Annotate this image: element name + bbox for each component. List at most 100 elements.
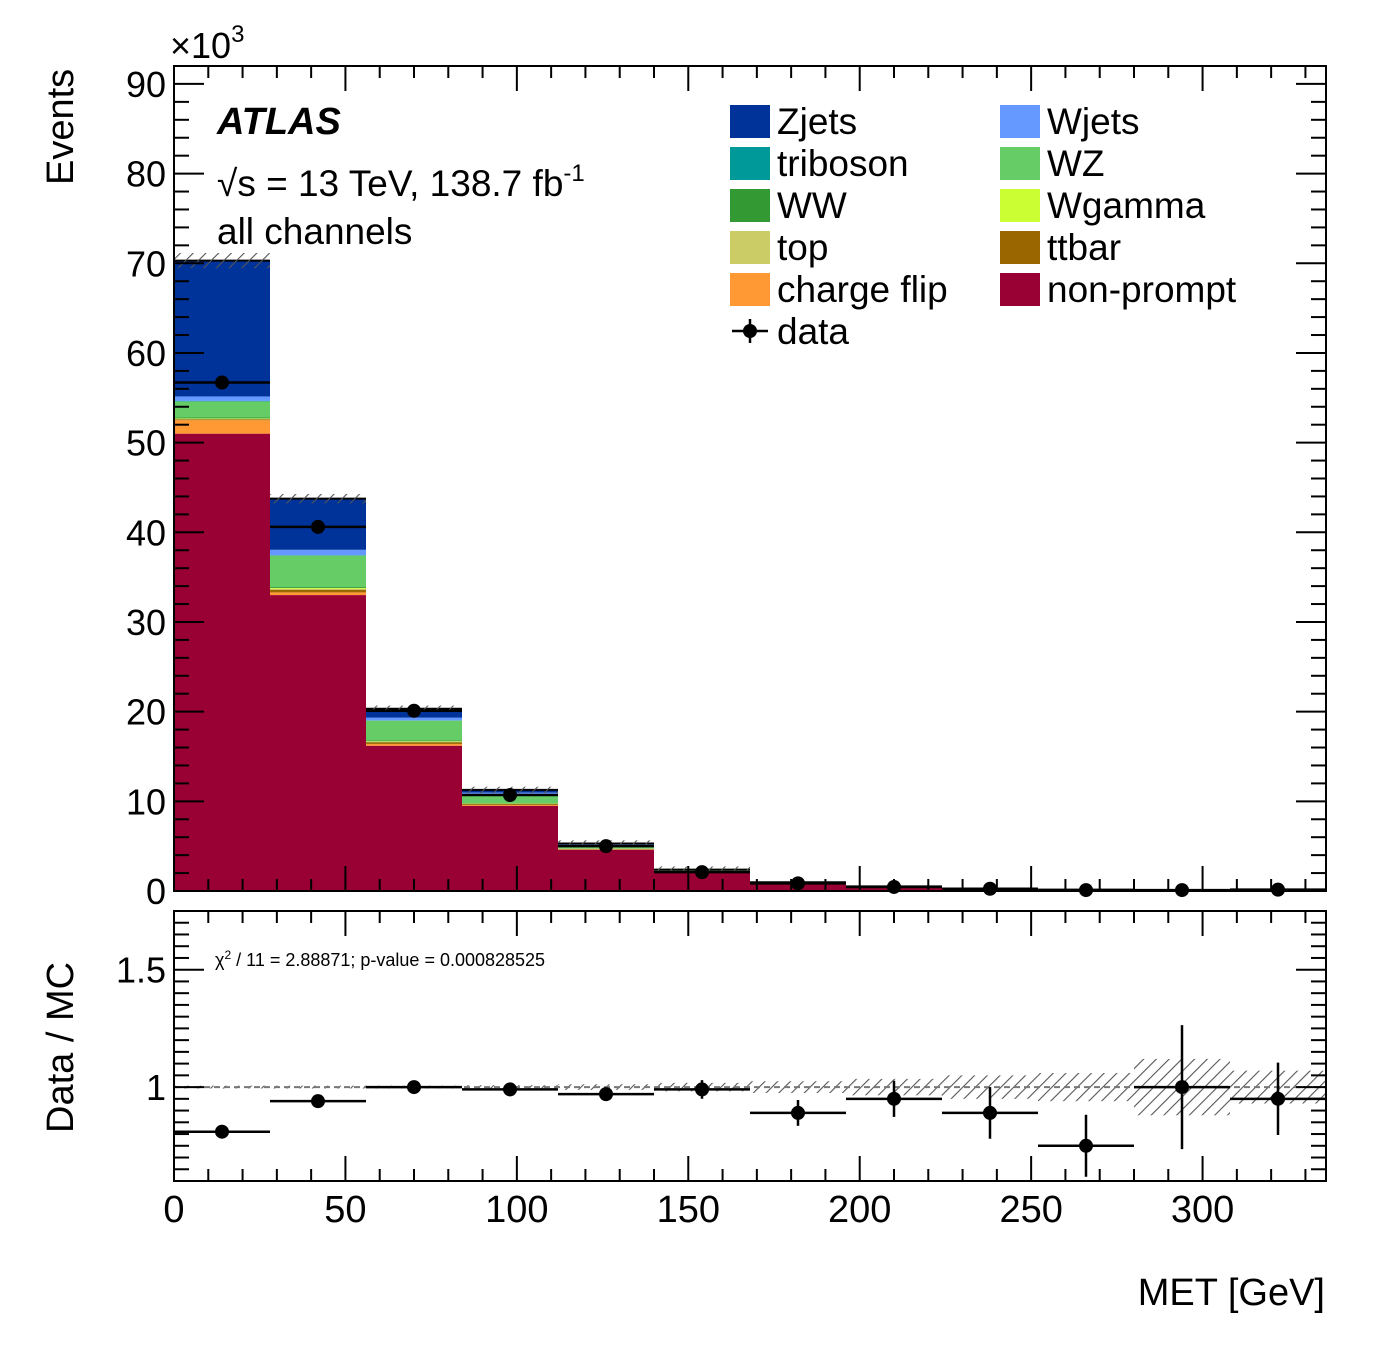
legend-swatch-ttbar	[1000, 231, 1040, 264]
x-axis-title: MET [GeV]	[1138, 1272, 1325, 1314]
legend-swatch-non-prompt	[1000, 273, 1040, 306]
data-point-8	[983, 881, 997, 896]
bar-charge-flip-bin-0	[174, 420, 270, 434]
legend-label-wgamma: Wgamma	[1047, 185, 1206, 226]
legend-data-marker	[743, 324, 757, 338]
upper-y-tick-labels: 0 10 20 30 40 50 60 70 80 90	[126, 64, 166, 912]
data-point-2	[407, 703, 421, 718]
upper-ytick-label-80: 80	[126, 154, 166, 195]
upper-ytick-label-0: 0	[146, 871, 166, 912]
bar-charge-flip-bin-2	[366, 743, 462, 746]
ratio-y-tick-labels: 11.5	[116, 950, 166, 1108]
legend-swatch-wjets	[1000, 105, 1040, 138]
legend-label-non-prompt: non-prompt	[1047, 269, 1237, 310]
sqrt-symbol: √	[217, 163, 238, 204]
bar-wz-bin-2	[366, 720, 462, 741]
x-tick-label-200: 200	[828, 1189, 891, 1231]
legend-swatch-charge-flip	[730, 273, 770, 306]
bar-wjets-bin-0	[174, 396, 270, 401]
chi-exponent: 2	[224, 948, 231, 962]
y-multiplier-base: ×10	[170, 25, 231, 66]
upper-ytick-label-20: 20	[126, 692, 166, 733]
bar-non-prompt-bin-2	[366, 745, 462, 891]
legend-label-triboson: triboson	[777, 143, 909, 184]
lumi-exponent: -1	[563, 160, 584, 187]
ratio-y-axis-title: Data / MC	[40, 962, 82, 1133]
data-point-4	[599, 839, 613, 854]
ratio-point-9	[1079, 1138, 1093, 1153]
legend-label-zjets: Zjets	[777, 101, 857, 142]
region-label: all channels	[217, 211, 412, 252]
data-point-6	[791, 876, 805, 891]
ratio-data-points	[174, 1025, 1326, 1177]
bar-wjets-bin-2	[366, 717, 462, 721]
legend-label-ttbar: ttbar	[1047, 227, 1121, 268]
data-point-5	[695, 865, 709, 880]
upper-ytick-label-10: 10	[126, 781, 166, 822]
x-tick-label-100: 100	[485, 1189, 548, 1231]
ratio-hatch-bin-0	[174, 1085, 270, 1089]
ratio-point-3	[503, 1082, 517, 1097]
ratio-ytick-label-1: 1.5	[116, 950, 166, 991]
upper-ytick-label-60: 60	[126, 333, 166, 374]
legend-label-top: top	[777, 227, 828, 268]
legend-label-wz: WZ	[1047, 143, 1105, 184]
upper-ytick-label-30: 30	[126, 602, 166, 643]
bar-wz-bin-1	[270, 555, 366, 588]
x-tick-label-300: 300	[1171, 1189, 1234, 1231]
ratio-point-8	[983, 1105, 997, 1120]
ratio-point-4	[599, 1087, 613, 1102]
legend-swatch-wgamma	[1000, 189, 1040, 222]
bar-non-prompt-bin-1	[270, 595, 366, 891]
bar-non-prompt-bin-0	[174, 433, 270, 891]
ratio-point-0	[215, 1124, 229, 1139]
bar-ttbar-bin-2	[366, 742, 462, 744]
x-tick-labels: 0 50 100 150 200 250 300	[163, 1189, 1234, 1231]
bar-ttbar-bin-0	[174, 419, 270, 421]
experiment-label: ATLAS	[216, 101, 341, 143]
upper-ytick-label-70: 70	[126, 243, 166, 284]
bar-non-prompt-bin-5	[654, 872, 750, 891]
bar-ttbar-bin-1	[270, 589, 366, 593]
upper-hatch-bin-0	[174, 253, 270, 269]
legend-label-wjets: Wjets	[1047, 101, 1140, 142]
bar-ww-bin-0	[174, 417, 270, 419]
bar-wjets-bin-1	[270, 549, 366, 556]
bar-top-bin-1	[270, 588, 366, 590]
bar-zjets-bin-0	[174, 260, 270, 397]
bar-ww-bin-2	[366, 740, 462, 742]
energy-lumi-label: √s = 13 TeV, 138.7 fb-1	[217, 160, 585, 204]
bar-wgamma-bin-1	[270, 587, 366, 589]
bar-wz-bin-0	[174, 401, 270, 418]
bar-non-prompt-bin-4	[558, 849, 654, 891]
x-tick-label-50: 50	[324, 1189, 366, 1231]
legend-label-charge-flip: charge flip	[777, 269, 948, 310]
chi-symbol: χ	[215, 950, 225, 970]
x-tick-label-150: 150	[657, 1189, 720, 1231]
upper-ytick-label-50: 50	[126, 423, 166, 464]
legend-swatch-wz	[1000, 147, 1040, 180]
legend-swatch-triboson	[730, 147, 770, 180]
upper-ytick-label-40: 40	[126, 512, 166, 553]
upper-stack-fill	[174, 259, 1326, 892]
ratio-point-1	[311, 1094, 325, 1109]
upper-axis-ticks	[173, 65, 1326, 892]
legend-swatch-top	[730, 231, 770, 264]
y-multiplier-exp: 3	[231, 21, 244, 48]
bar-non-prompt-bin-3	[462, 805, 558, 891]
ratio-axis-ticks	[173, 911, 1326, 1182]
energy-lumi-text: s = 13 TeV, 138.7 fb	[237, 163, 563, 204]
ratio-point-2	[407, 1080, 421, 1095]
ratio-point-10	[1175, 1080, 1189, 1095]
data-point-1	[311, 519, 325, 534]
ratio-point-7	[887, 1091, 901, 1106]
upper-y-axis-title: Events	[40, 69, 82, 185]
chi2-annotation: χ2 / 11 = 2.88871; p-value = 0.000828525	[215, 948, 545, 970]
legend-swatch-ww	[730, 189, 770, 222]
legend-label-ww: WW	[777, 185, 847, 226]
ratio-point-6	[791, 1105, 805, 1120]
upper-hatch-bin-1	[270, 493, 366, 504]
ratio-ytick-label-0: 1	[146, 1067, 166, 1108]
data-point-0	[215, 375, 229, 390]
